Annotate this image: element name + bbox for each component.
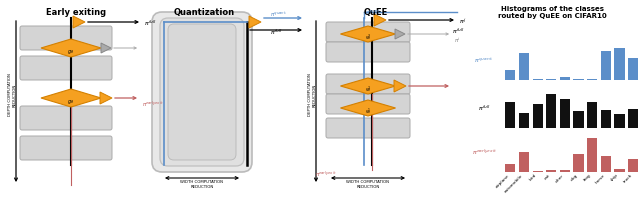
Text: cat: cat	[543, 173, 551, 181]
Bar	[546, 94, 556, 128]
Text: $g_\theta^1$: $g_\theta^1$	[365, 107, 371, 117]
Bar	[573, 79, 584, 80]
Bar	[560, 99, 570, 128]
Polygon shape	[249, 16, 261, 28]
Bar	[628, 159, 638, 172]
Bar	[560, 170, 570, 172]
Text: $g_\theta^3$: $g_\theta^3$	[365, 33, 371, 43]
Bar	[532, 104, 543, 128]
Text: $\pi^{full}$: $\pi^{full}$	[452, 27, 465, 36]
Bar	[532, 79, 543, 80]
Text: $\pi^{full}$: $\pi^{full}$	[270, 28, 283, 37]
Text: $\pi^{earlyexit}$: $\pi^{earlyexit}$	[142, 100, 164, 109]
Polygon shape	[41, 89, 101, 107]
Text: airplane: airplane	[495, 173, 510, 189]
Text: WIDTH COMPUTATION
REDUCTION: WIDTH COMPUTATION REDUCTION	[180, 180, 223, 189]
FancyBboxPatch shape	[20, 56, 112, 80]
FancyBboxPatch shape	[160, 18, 244, 166]
Text: $\pi^{quant.}$: $\pi^{quant.}$	[270, 10, 287, 19]
Text: $\pi^{full}$: $\pi^{full}$	[478, 103, 491, 113]
Bar	[628, 58, 638, 80]
Bar	[519, 113, 529, 128]
FancyBboxPatch shape	[20, 26, 112, 50]
Polygon shape	[340, 100, 396, 116]
Text: DEPTH COMPUTATION
REDUCTION: DEPTH COMPUTATION REDUCTION	[308, 74, 316, 116]
Text: frog: frog	[583, 173, 592, 182]
Bar	[546, 170, 556, 172]
Bar	[628, 109, 638, 128]
Text: bird: bird	[529, 173, 538, 182]
Text: deer: deer	[555, 173, 565, 183]
Text: $\pi^{quant.}$: $\pi^{quant.}$	[474, 57, 494, 66]
Text: Quantization: Quantization	[173, 8, 235, 17]
Bar	[614, 169, 625, 172]
Bar	[519, 152, 529, 172]
Text: $\pi^{i}$: $\pi^{i}$	[454, 36, 461, 45]
Polygon shape	[374, 14, 386, 26]
FancyBboxPatch shape	[326, 22, 410, 42]
Polygon shape	[340, 78, 396, 94]
Bar	[505, 164, 515, 172]
Text: $\pi^{j}$: $\pi^{j}$	[459, 17, 466, 26]
Text: $\pi^{quant.}$: $\pi^{quant.}$	[365, 8, 382, 17]
Bar	[587, 79, 597, 80]
FancyBboxPatch shape	[326, 118, 410, 138]
Bar	[505, 70, 515, 80]
Text: DEPTH COMPUTATION
REDUCTION: DEPTH COMPUTATION REDUCTION	[8, 74, 16, 116]
Text: ship: ship	[611, 173, 620, 183]
FancyBboxPatch shape	[168, 24, 236, 160]
Bar	[505, 102, 515, 128]
Text: $\pi^{earlyexit}$: $\pi^{earlyexit}$	[315, 170, 337, 179]
Text: $g_\theta^2$: $g_\theta^2$	[365, 85, 371, 95]
FancyBboxPatch shape	[20, 106, 112, 130]
Text: dog: dog	[570, 173, 579, 182]
Bar	[519, 52, 529, 80]
Bar	[587, 138, 597, 172]
Polygon shape	[395, 29, 405, 39]
Text: horse: horse	[595, 173, 606, 185]
FancyBboxPatch shape	[20, 136, 112, 160]
Polygon shape	[101, 43, 111, 53]
Text: $g_\theta$: $g_\theta$	[67, 48, 74, 56]
FancyBboxPatch shape	[152, 12, 252, 172]
Bar	[587, 102, 597, 128]
Bar	[573, 154, 584, 172]
Text: automobile: automobile	[504, 173, 524, 193]
Text: $g_\theta$: $g_\theta$	[67, 98, 74, 106]
Text: QuEE: QuEE	[364, 8, 388, 17]
FancyBboxPatch shape	[326, 94, 410, 114]
Bar	[560, 77, 570, 80]
Text: WIDTH COMPUTATION
REDUCTION: WIDTH COMPUTATION REDUCTION	[346, 180, 390, 189]
FancyBboxPatch shape	[326, 42, 410, 62]
Text: $\pi^{full}$: $\pi^{full}$	[144, 19, 157, 28]
Bar	[532, 171, 543, 172]
Bar	[546, 79, 556, 80]
Bar	[614, 114, 625, 128]
FancyBboxPatch shape	[326, 74, 410, 94]
Bar	[614, 48, 625, 80]
Bar	[573, 111, 584, 128]
Bar	[601, 110, 611, 128]
Polygon shape	[41, 39, 101, 57]
Bar	[601, 51, 611, 80]
Text: Early exiting: Early exiting	[46, 8, 106, 17]
Polygon shape	[100, 92, 112, 104]
Text: Histograms of the classes
routed by QuEE on CIFAR10: Histograms of the classes routed by QuEE…	[498, 6, 607, 19]
Polygon shape	[73, 16, 85, 28]
Bar	[601, 156, 611, 172]
Text: $\pi^{earlyexit}$: $\pi^{earlyexit}$	[472, 147, 497, 157]
Polygon shape	[340, 26, 396, 42]
Text: truck: truck	[623, 173, 633, 184]
Polygon shape	[394, 80, 406, 92]
